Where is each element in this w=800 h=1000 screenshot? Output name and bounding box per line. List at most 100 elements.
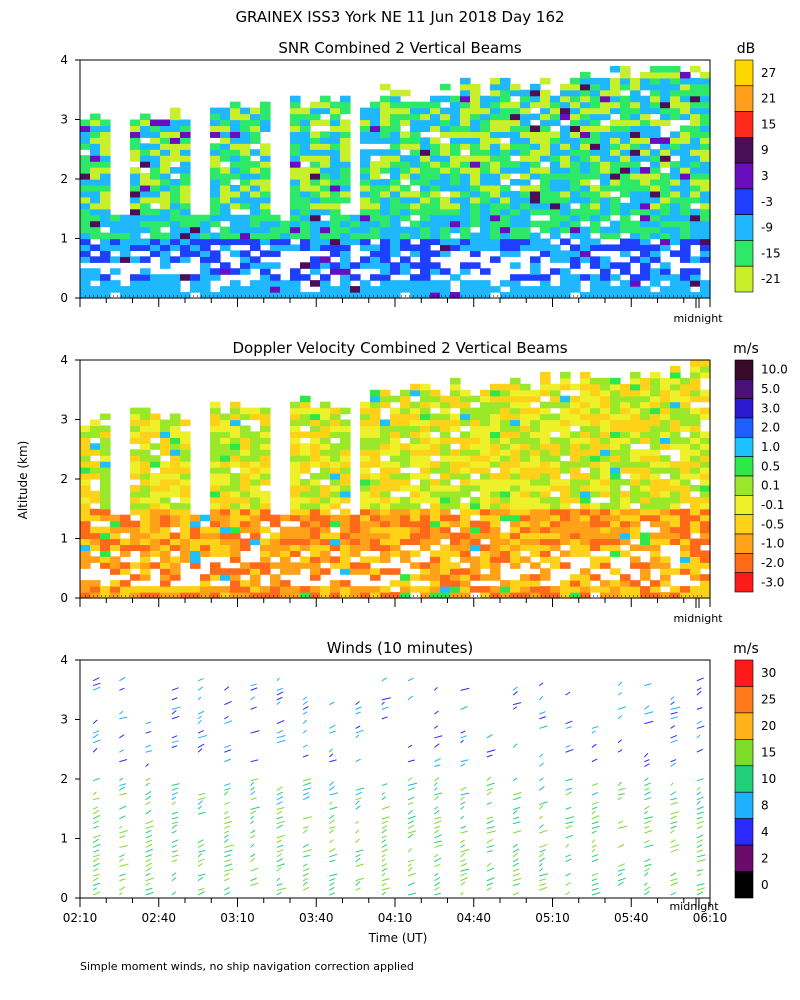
heatmap-cell <box>560 184 571 192</box>
wind-barb <box>539 805 544 810</box>
heatmap-cell <box>440 107 451 115</box>
heatmap-cell <box>100 238 111 246</box>
heatmap-cell <box>320 208 331 216</box>
heatmap-cell <box>700 389 711 397</box>
heatmap-cell <box>660 137 671 144</box>
heatmap-cell <box>590 95 601 103</box>
heatmap-cell <box>440 395 451 403</box>
heatmap-cell <box>650 65 661 73</box>
heatmap-cell <box>140 574 151 581</box>
heatmap-cell <box>410 538 421 546</box>
heatmap-cell <box>400 532 411 540</box>
wind-barb <box>197 748 203 753</box>
heatmap-cell <box>360 208 371 216</box>
heatmap-cell <box>510 383 521 391</box>
heatmap-cell <box>640 202 651 210</box>
heatmap-cell <box>530 461 541 468</box>
heatmap-cell <box>420 508 431 516</box>
heatmap-cell <box>250 532 261 540</box>
heatmap-cell <box>460 226 471 234</box>
heatmap-cell <box>330 532 341 540</box>
heatmap-cell <box>460 268 471 275</box>
wind-barb <box>512 852 518 858</box>
heatmap-cell <box>360 286 371 293</box>
heatmap-cell <box>320 443 331 450</box>
heatmap-cell <box>660 431 671 438</box>
heatmap-cell <box>400 401 411 409</box>
heatmap-cell <box>700 574 711 581</box>
heatmap-cell <box>590 395 601 403</box>
heatmap-cell <box>240 526 251 534</box>
heatmap-cell <box>400 556 411 563</box>
heatmap-cell <box>360 179 371 186</box>
heatmap-cell <box>610 202 621 210</box>
heatmap-cell <box>580 202 591 210</box>
heatmap-cell <box>650 244 661 251</box>
heatmap-cell <box>340 173 351 180</box>
heatmap-cell <box>610 119 621 127</box>
heatmap-cell <box>620 413 631 421</box>
heatmap-cell <box>530 244 541 251</box>
heatmap-cell <box>180 479 191 486</box>
heatmap-cell <box>250 473 261 480</box>
heatmap-cell <box>160 262 171 269</box>
heatmap-cell <box>570 532 581 540</box>
heatmap-cell <box>680 208 691 216</box>
heatmap-cell <box>180 538 191 546</box>
heatmap-cell <box>180 161 191 168</box>
y-tick-label: 2 <box>60 472 68 486</box>
heatmap-cell <box>320 95 331 103</box>
heatmap-cell <box>640 244 651 251</box>
heatmap-cell <box>380 556 391 563</box>
wind-barb <box>197 805 202 810</box>
heatmap-cell <box>540 550 551 557</box>
heatmap-cell <box>450 419 461 427</box>
heatmap-cell <box>160 544 171 551</box>
wind-barb <box>145 795 151 801</box>
heatmap-cell <box>360 244 371 251</box>
heatmap-cell <box>590 208 601 216</box>
heatmap-cell <box>600 389 611 397</box>
heatmap-cell <box>380 274 391 281</box>
heatmap-cell <box>600 514 611 522</box>
heatmap-cell <box>280 280 291 287</box>
heatmap-cell <box>560 461 571 468</box>
wind-barb <box>381 829 387 834</box>
heatmap-cell <box>690 226 701 234</box>
heatmap-cell <box>470 202 481 210</box>
heatmap-cell <box>700 238 711 246</box>
wind-barb <box>224 849 233 853</box>
heatmap-cell <box>530 520 541 528</box>
heatmap-cell <box>110 526 121 534</box>
wind-barb <box>224 859 232 863</box>
heatmap-cell <box>690 208 701 216</box>
heatmap-cell <box>470 461 481 468</box>
heatmap-cell <box>650 556 661 563</box>
heatmap-cell <box>290 413 301 421</box>
heatmap-cell <box>560 149 571 156</box>
heatmap-cell <box>550 425 561 432</box>
heatmap-cell <box>420 538 431 546</box>
heatmap-cell <box>460 143 471 150</box>
heatmap-cell <box>300 244 311 251</box>
heatmap-cell <box>280 550 291 557</box>
heatmap-cell <box>480 149 491 156</box>
heatmap-cell <box>550 544 561 551</box>
heatmap-cell <box>700 455 711 462</box>
heatmap-cell <box>560 586 571 593</box>
wind-barb <box>276 891 282 896</box>
heatmap-cell <box>260 220 271 228</box>
heatmap-cell <box>170 149 181 156</box>
heatmap-cell <box>250 526 261 534</box>
heatmap-cell <box>330 520 341 528</box>
heatmap-cell <box>590 383 601 391</box>
heatmap-cell <box>170 220 181 228</box>
heatmap-cell <box>700 196 711 204</box>
heatmap-cell <box>390 131 401 138</box>
heatmap-cell <box>330 407 341 415</box>
heatmap-cell <box>120 286 131 293</box>
heatmap-cell <box>640 220 651 228</box>
heatmap-cell <box>630 514 641 522</box>
heatmap-cell <box>400 461 411 468</box>
winds-panel-title: Winds (10 minutes) <box>327 639 474 657</box>
